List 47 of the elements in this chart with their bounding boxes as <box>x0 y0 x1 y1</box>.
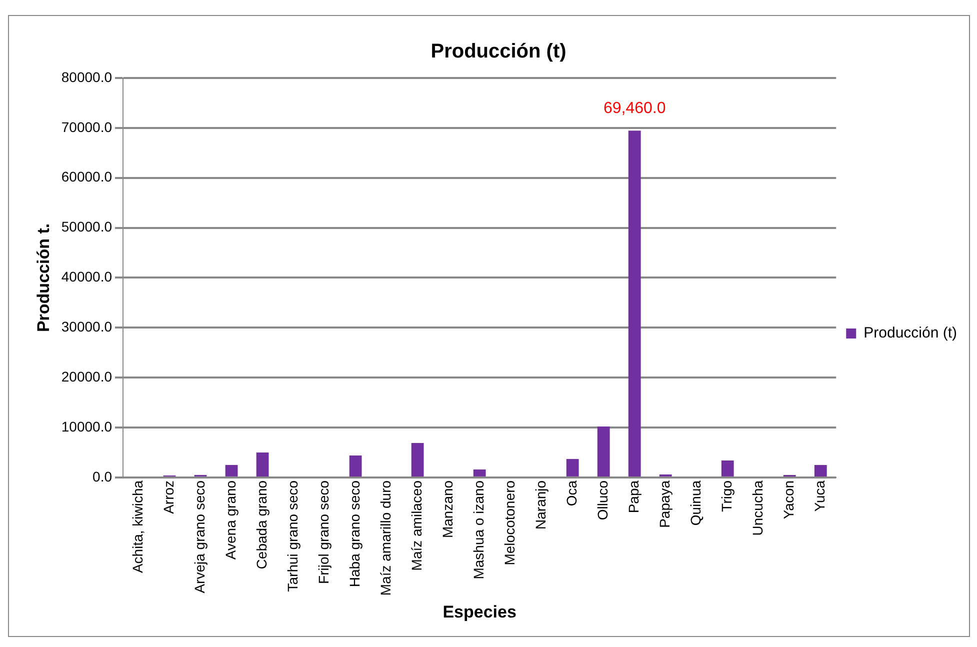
y-axis-title: Producción t. <box>34 223 53 332</box>
x-tick-label: Manzano <box>439 480 456 538</box>
bar <box>256 452 269 476</box>
x-tick-label: Cebada grano <box>253 480 270 570</box>
x-tick-label: Mashua o izano <box>470 480 486 580</box>
bar <box>473 469 486 476</box>
y-tick-label: 50000.0 <box>61 218 112 235</box>
bar <box>597 426 610 476</box>
data-label: 69,460.0 <box>603 100 666 118</box>
x-tick-label: Arroz <box>160 480 176 514</box>
x-tick-label: Yacon <box>780 480 796 520</box>
y-tick-label: 30000.0 <box>61 318 112 335</box>
y-tick-label: 40000.0 <box>61 268 112 285</box>
chart-title: Producción (t) <box>430 40 566 63</box>
bar <box>721 460 734 476</box>
y-tick-label: 10000.0 <box>61 418 112 434</box>
x-tick-label: Frijol grano seco <box>315 480 332 584</box>
x-tick-label: Arveja grano seco <box>191 480 208 594</box>
x-tick-label: Olluco <box>594 480 610 520</box>
x-tick-label: Tarhui grano seco <box>284 480 300 592</box>
x-tick-label: Papaya <box>656 480 672 528</box>
x-tick-label: Papa <box>625 480 642 514</box>
x-axis-title: Especies <box>442 602 516 622</box>
bar <box>349 455 362 476</box>
x-tick-label: Maíz amarillo duro <box>377 480 394 596</box>
bar <box>814 464 827 476</box>
x-tick-label: Achita, kiwicha <box>129 480 146 574</box>
x-tick-label: Uncucha <box>749 480 766 536</box>
x-tick-label: Haba grano seco <box>346 480 362 588</box>
y-tick-label: 20000.0 <box>61 368 112 384</box>
bar <box>628 130 641 476</box>
x-tick-label: Naranjo <box>532 480 548 530</box>
x-tick-label: Quinua <box>687 480 704 526</box>
bar <box>225 464 238 476</box>
x-tick-label: Yuca <box>811 480 828 512</box>
x-tick-label: Maíz amilaceo <box>408 480 424 571</box>
legend-label: Producción (t) <box>864 324 958 342</box>
x-tick-label: Melocotonero <box>501 480 518 566</box>
bar <box>411 442 424 476</box>
y-tick-label: 60000.0 <box>61 168 112 185</box>
y-tick-label: 70000.0 <box>61 118 112 135</box>
x-tick-label: Trigo <box>718 480 734 512</box>
y-tick-label: 0.0 <box>92 468 112 484</box>
bar <box>566 458 579 476</box>
x-tick-label: Oca <box>563 480 580 506</box>
y-tick-label: 80000.0 <box>61 68 112 85</box>
x-tick-label: Avena grano <box>222 480 238 560</box>
